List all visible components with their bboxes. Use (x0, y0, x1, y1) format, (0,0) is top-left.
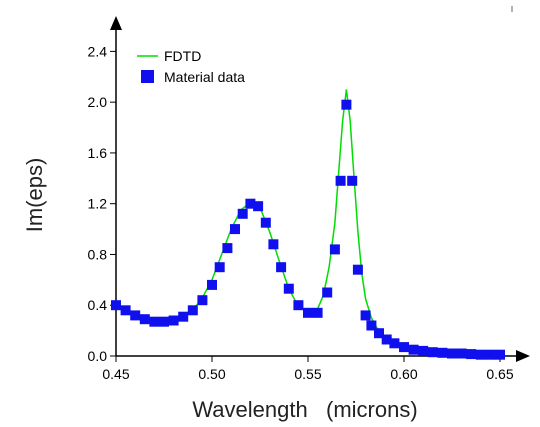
x-axis-title: Wavelength (microns) (192, 397, 417, 422)
material-data-point (360, 310, 371, 321)
material-data-point (130, 310, 141, 321)
material-data-point (268, 239, 279, 250)
y-tick-label: 1.6 (88, 145, 108, 161)
y-axis-title: Im(eps) (22, 158, 47, 233)
y-axis: 0.0 0.4 0.8 1.2 1.6 2.0 2.4 (88, 16, 122, 364)
x-tick-label: 0.45 (102, 366, 129, 382)
legend-material-data-label: Material data (164, 69, 245, 85)
legend-fdtd-label: FDTD (164, 48, 201, 64)
material-data-point (230, 224, 240, 235)
material-data-point (322, 287, 333, 298)
material-data-point (260, 217, 271, 228)
material-data-point (120, 305, 131, 316)
material-data-point (335, 175, 346, 186)
y-tick-label: 0.0 (88, 348, 108, 364)
material-data-point (485, 349, 496, 360)
material-data-point (447, 348, 457, 359)
x-tick-label: 0.50 (198, 366, 225, 382)
material-data-point (159, 316, 169, 327)
y-axis-arrow (110, 16, 122, 30)
material-data-point (381, 334, 392, 345)
y-tick-label: 0.8 (88, 246, 108, 262)
y-tick-label: 0.4 (88, 297, 108, 313)
material-data-point (149, 316, 160, 327)
y-tick-label: 1.2 (88, 196, 108, 212)
material-data-point (293, 300, 304, 311)
material-data-point (427, 347, 438, 358)
material-data-point (495, 349, 505, 360)
material-data-point (139, 314, 150, 325)
material-data-point (303, 307, 313, 318)
material-data-point (245, 198, 256, 209)
material-data-point (214, 262, 225, 273)
material-data-series (111, 99, 505, 360)
material-data-point (366, 320, 377, 331)
material-data-point (197, 295, 208, 306)
material-data-point (475, 349, 486, 360)
material-data-point (347, 175, 358, 186)
material-data-point (168, 315, 179, 326)
material-data-point (466, 349, 477, 360)
material-data-point (352, 264, 363, 275)
x-ticks: 0.45 0.50 0.55 0.60 0.65 (102, 356, 514, 382)
x-tick-label: 0.65 (486, 366, 513, 382)
y-ticks: 0.0 0.4 0.8 1.2 1.6 2.0 2.4 (88, 43, 116, 364)
x-tick-label: 0.60 (390, 366, 417, 382)
y-tick-label: 2.0 (88, 94, 108, 110)
material-data-point (283, 283, 294, 294)
material-data-point (374, 328, 384, 339)
legend: FDTD Material data (137, 48, 245, 85)
material-data-point (329, 244, 340, 255)
material-data-point (276, 262, 287, 273)
legend-material-data-swatch (141, 70, 154, 83)
material-data-point (222, 243, 233, 254)
material-data-point (389, 338, 400, 349)
material-data-point (456, 348, 467, 359)
material-data-point (418, 345, 429, 356)
material-data-point (399, 342, 409, 353)
x-tick-label: 0.55 (294, 366, 321, 382)
material-data-point (408, 344, 419, 355)
material-data-point (178, 311, 189, 322)
material-data-point (111, 300, 121, 311)
x-axis-arrow (516, 350, 530, 362)
material-data-point (341, 99, 352, 110)
y-tick-label: 2.4 (88, 43, 108, 59)
x-axis: 0.45 0.50 0.55 0.60 0.65 (102, 350, 530, 382)
material-data-point (207, 279, 217, 290)
material-data-point (312, 307, 323, 318)
material-data-point (437, 347, 448, 358)
material-data-point (253, 201, 264, 212)
material-data-point (237, 208, 248, 219)
material-data-point (187, 305, 198, 316)
